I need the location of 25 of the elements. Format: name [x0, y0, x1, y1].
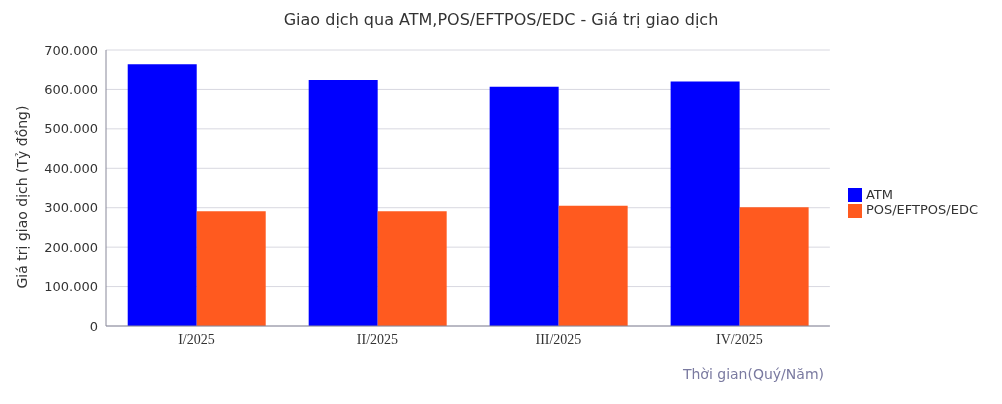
- y-tick-label: 0: [89, 318, 98, 334]
- y-tick-label: 500.000: [44, 121, 98, 137]
- x-axis-title: Thời gian(Quý/Năm): [682, 366, 824, 382]
- y-tick-label: 700.000: [44, 42, 98, 58]
- bar: [308, 79, 378, 326]
- y-axis-title: Giá trị giao dịch (Tỷ đồng): [14, 105, 31, 289]
- legend-label: ATM: [865, 186, 893, 202]
- x-tick-label: III/2025: [535, 331, 582, 347]
- bar: [670, 81, 740, 326]
- bar: [196, 211, 266, 326]
- chart-title: Giao dịch qua ATM,POS/EFTPOS/EDC - Giá trị giao dịch: [282, 10, 720, 29]
- x-tick-label: IV/2025: [716, 331, 763, 347]
- bar: [739, 207, 809, 326]
- bar: [127, 64, 197, 326]
- y-tick-label: 100.000: [44, 279, 98, 295]
- x-tick-label: I/2025: [178, 331, 215, 347]
- bar: [558, 205, 628, 326]
- y-tick-label: 300.000: [44, 200, 98, 216]
- x-tick-label: II/2025: [356, 331, 399, 347]
- legend-label: POS/EFTPOS/EDC: [865, 202, 978, 217]
- y-tick-label: 600.000: [44, 82, 98, 98]
- y-tick-label: 400.000: [44, 160, 98, 176]
- bar: [489, 86, 559, 326]
- bar: [377, 211, 447, 326]
- y-tick-label: 200.000: [44, 239, 98, 255]
